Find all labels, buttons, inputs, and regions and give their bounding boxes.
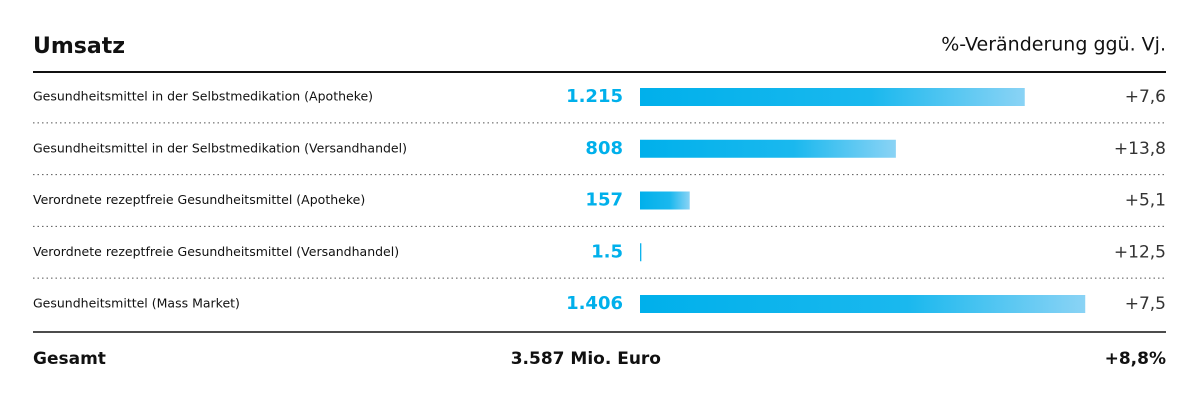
total-label: Gesamt	[33, 349, 106, 369]
change-label: +13,8	[1114, 139, 1166, 159]
category-label: Gesundheitsmittel in der Selbstmedikatio…	[33, 140, 407, 155]
total-change: +8,8%	[1105, 349, 1166, 369]
value-label: 1.406	[566, 293, 623, 314]
category-label: Verordnete rezeptfreie Gesundheitsmittel…	[33, 244, 399, 259]
total-value: 3.587 Mio. Euro	[511, 349, 661, 369]
bar	[640, 295, 1086, 313]
category-label: Verordnete rezeptfreie Gesundheitsmittel…	[33, 192, 365, 207]
bar	[640, 243, 642, 262]
change-label: +5,1	[1125, 191, 1166, 211]
change-label: +7,6	[1125, 87, 1166, 107]
value-label: 157	[585, 190, 623, 211]
bar	[640, 88, 1025, 106]
value-label: 1.5	[591, 241, 623, 262]
bar	[640, 139, 896, 158]
value-label: 1.215	[566, 86, 623, 107]
bar	[640, 191, 690, 210]
chart-subtitle: %-Veränderung ggü. Vj.	[941, 34, 1166, 56]
chart-title: Umsatz	[33, 34, 125, 59]
category-label: Gesundheitsmittel in der Selbstmedikatio…	[33, 89, 373, 104]
category-label: Gesundheitsmittel (Mass Market)	[33, 296, 240, 311]
change-label: +7,5	[1125, 294, 1166, 314]
value-label: 808	[585, 138, 623, 159]
change-label: +12,5	[1114, 242, 1166, 262]
